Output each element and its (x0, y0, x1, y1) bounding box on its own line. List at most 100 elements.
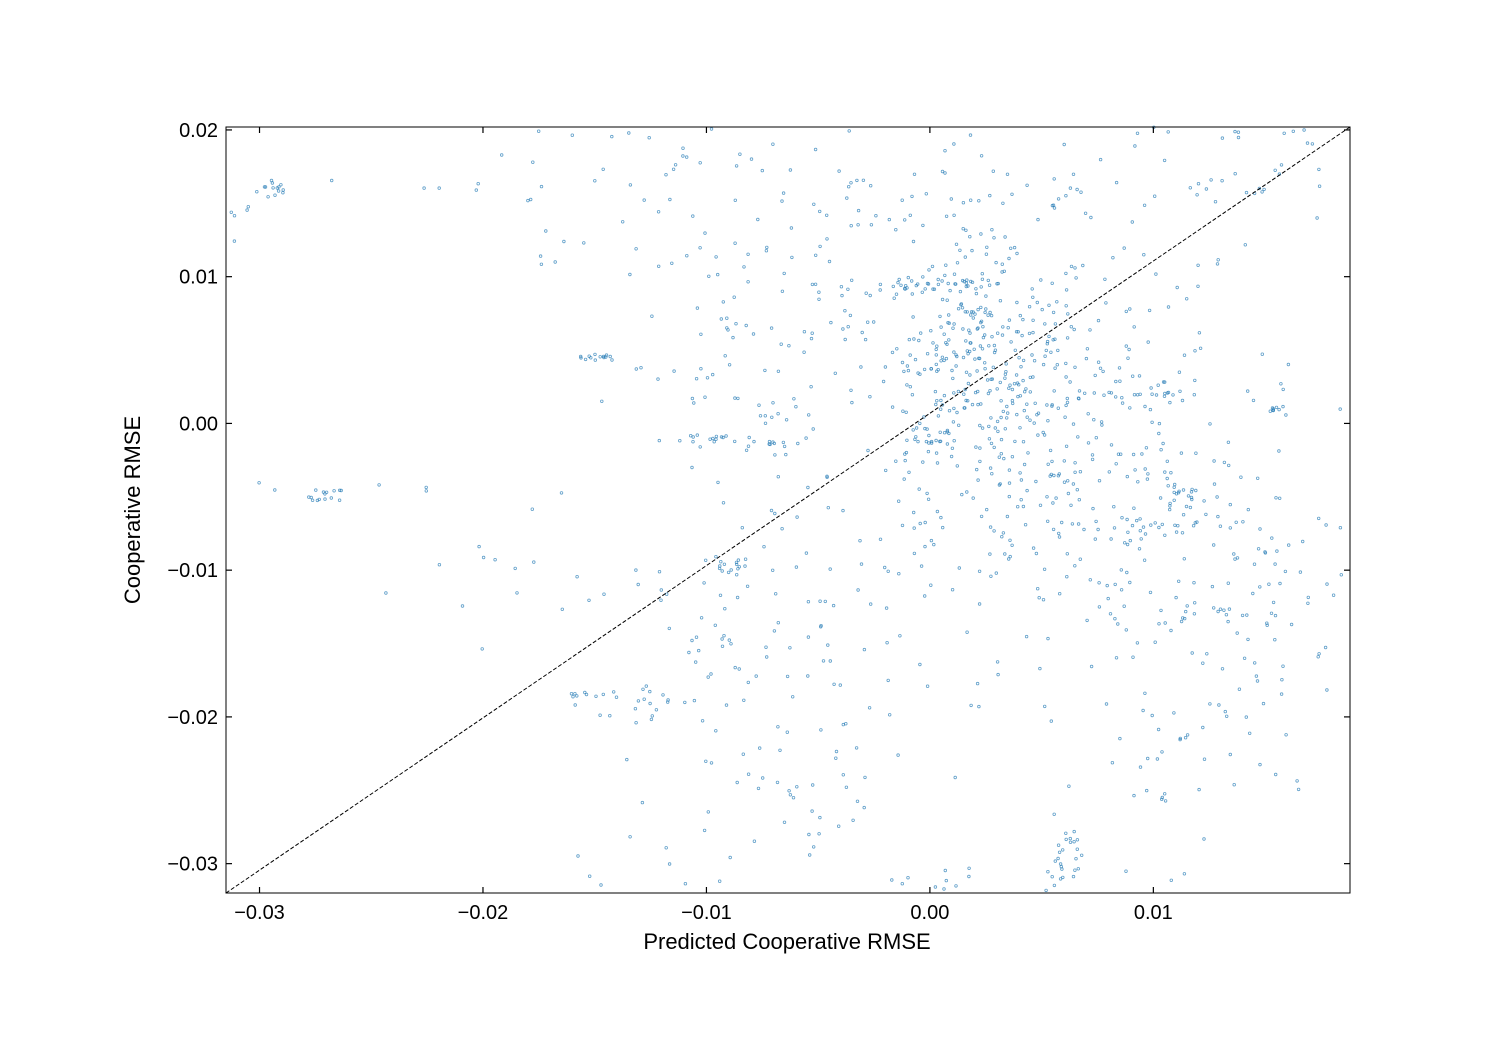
data-point (883, 365, 888, 369)
data-point (1001, 531, 1006, 535)
data-point (940, 279, 944, 283)
data-point (809, 336, 814, 341)
data-point (1053, 859, 1057, 863)
data-point (866, 320, 870, 324)
data-point (841, 773, 845, 777)
data-point (1056, 348, 1060, 353)
data-point (1205, 652, 1209, 656)
data-point (776, 725, 780, 729)
data-point (944, 356, 949, 361)
data-point (894, 459, 898, 463)
data-point (1025, 402, 1029, 406)
data-point (943, 273, 947, 278)
data-point (1258, 585, 1262, 589)
data-point (593, 352, 597, 357)
data-point (1050, 459, 1054, 464)
data-point (812, 202, 816, 206)
data-point (976, 402, 980, 407)
data-point (1076, 522, 1081, 526)
data-point (1180, 616, 1185, 620)
data-point (912, 510, 916, 515)
data-point (732, 295, 736, 299)
data-point (903, 287, 907, 291)
data-point (1182, 872, 1187, 876)
data-point (795, 515, 799, 519)
data-point (778, 748, 782, 752)
data-point (1079, 853, 1084, 857)
data-point (955, 261, 960, 265)
data-point (266, 195, 270, 199)
data-point (1224, 714, 1229, 718)
data-point (1075, 838, 1080, 842)
data-point (1064, 375, 1068, 379)
data-point (752, 839, 757, 843)
data-point (1051, 338, 1055, 342)
data-point (1177, 370, 1182, 374)
data-point (1065, 575, 1069, 579)
data-point (756, 786, 761, 791)
data-point (819, 728, 823, 732)
data-point (923, 594, 927, 598)
data-point (944, 878, 948, 883)
data-point (827, 259, 832, 264)
data-point (1093, 537, 1097, 541)
data-point (1055, 300, 1059, 304)
data-point (1270, 536, 1274, 540)
data-point (994, 571, 998, 575)
data-point (1052, 473, 1056, 478)
data-point (1104, 301, 1108, 305)
data-point (737, 667, 741, 671)
data-point (460, 604, 465, 608)
data-point (1046, 870, 1050, 874)
data-point (900, 360, 905, 365)
data-point (1143, 404, 1147, 409)
data-point (1001, 325, 1005, 329)
data-point (1040, 307, 1044, 312)
data-point (912, 551, 917, 556)
data-point (910, 292, 914, 296)
data-point (1062, 459, 1066, 463)
data-point (1008, 554, 1012, 559)
data-point (972, 347, 976, 351)
data-point (756, 217, 760, 222)
data-point (608, 354, 612, 359)
data-point (742, 698, 746, 702)
data-point (1021, 440, 1026, 444)
data-point (980, 426, 985, 430)
data-point (713, 623, 717, 627)
data-point (1143, 532, 1148, 536)
data-point (338, 488, 342, 492)
data-point (1323, 645, 1328, 650)
data-point (1277, 496, 1282, 500)
data-point (1232, 783, 1236, 787)
data-point (1252, 661, 1257, 665)
data-point (810, 282, 815, 287)
data-point (1211, 543, 1216, 547)
data-point (610, 358, 614, 362)
data-point (1154, 393, 1159, 397)
data-point (746, 444, 751, 448)
data-point (896, 280, 900, 285)
data-point (886, 678, 890, 683)
data-point (869, 183, 873, 188)
data-point (974, 445, 978, 449)
data-point (691, 440, 695, 444)
data-point (906, 275, 910, 280)
data-point (689, 434, 693, 438)
data-point (1041, 430, 1045, 435)
data-point (1081, 263, 1085, 268)
data-point (657, 438, 661, 443)
data-point (709, 761, 714, 765)
data-point (925, 281, 930, 286)
data-point (1021, 358, 1026, 363)
data-point (826, 643, 830, 647)
data-point (719, 317, 723, 321)
data-point (532, 560, 536, 564)
data-point (906, 368, 911, 373)
data-point (1140, 452, 1144, 456)
data-point (1007, 494, 1011, 499)
data-point (1050, 203, 1055, 208)
data-point (1306, 595, 1310, 600)
data-point (703, 395, 707, 399)
data-point (951, 326, 955, 330)
